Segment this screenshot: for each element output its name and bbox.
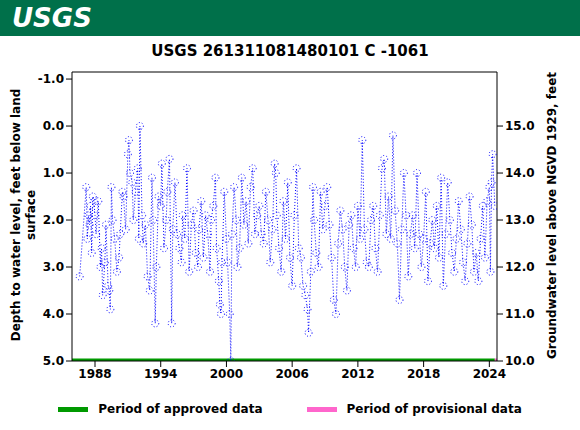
svg-text:2.0: 2.0 xyxy=(43,213,64,227)
svg-text:2006: 2006 xyxy=(275,367,308,381)
svg-text:1988: 1988 xyxy=(78,367,111,381)
html-text:Groundwater level above NGVD 1: Groundwater level above NGVD 1929, feet xyxy=(544,72,559,360)
svg-text:1994: 1994 xyxy=(144,367,177,381)
svg-text:3.0: 3.0 xyxy=(43,260,64,274)
svg-text:10.0: 10.0 xyxy=(505,354,535,368)
svg-text:-1.0: -1.0 xyxy=(38,72,64,86)
html-text:Period of approved data: Period of approved data xyxy=(98,402,263,416)
svg-text:13.0: 13.0 xyxy=(505,213,535,227)
svg-text:1.0: 1.0 xyxy=(43,166,64,180)
svg-text:5.0: 5.0 xyxy=(43,354,64,368)
svg-text:2012: 2012 xyxy=(341,367,374,381)
html-text:Depth to water level, feet bel: Depth to water level, feet below land su… xyxy=(9,88,38,342)
svg-text:0.0: 0.0 xyxy=(43,119,64,133)
html-text:USGS: USGS xyxy=(12,3,92,33)
html-text:Period of provisional data: Period of provisional data xyxy=(346,402,522,416)
svg-text:2000: 2000 xyxy=(210,367,243,381)
svg-text:2024: 2024 xyxy=(473,367,506,381)
html-text:USGS 261311081480101 C -1061: USGS 261311081480101 C -1061 xyxy=(151,42,429,60)
svg-text:2018: 2018 xyxy=(407,367,440,381)
svg-text:15.0: 15.0 xyxy=(505,119,535,133)
svg-text:14.0: 14.0 xyxy=(505,166,535,180)
svg-text:4.0: 4.0 xyxy=(43,307,64,321)
svg-text:11.0: 11.0 xyxy=(505,307,535,321)
svg-text:12.0: 12.0 xyxy=(505,260,535,274)
